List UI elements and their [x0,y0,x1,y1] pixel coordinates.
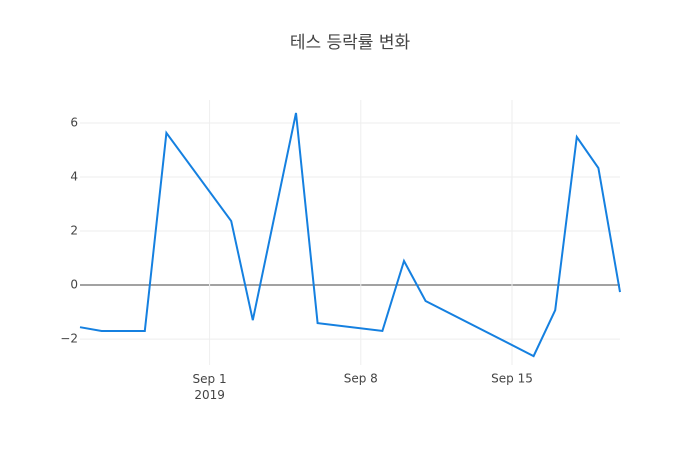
x-tick-label: Sep 8 [344,372,378,386]
line [79,112,621,358]
y-tick-label: 4 [70,169,78,183]
y-tick-label: −2 [60,332,78,346]
x-tick-label: Sep 15 [491,372,533,386]
y-tick-label: 6 [70,115,78,129]
y-tick-label: 2 [70,224,78,238]
x-tick-label: Sep 1 2019 [193,372,227,402]
y-tick-label: 0 [70,278,78,292]
chart-title: 테스 등락률 변화 [290,33,411,53]
